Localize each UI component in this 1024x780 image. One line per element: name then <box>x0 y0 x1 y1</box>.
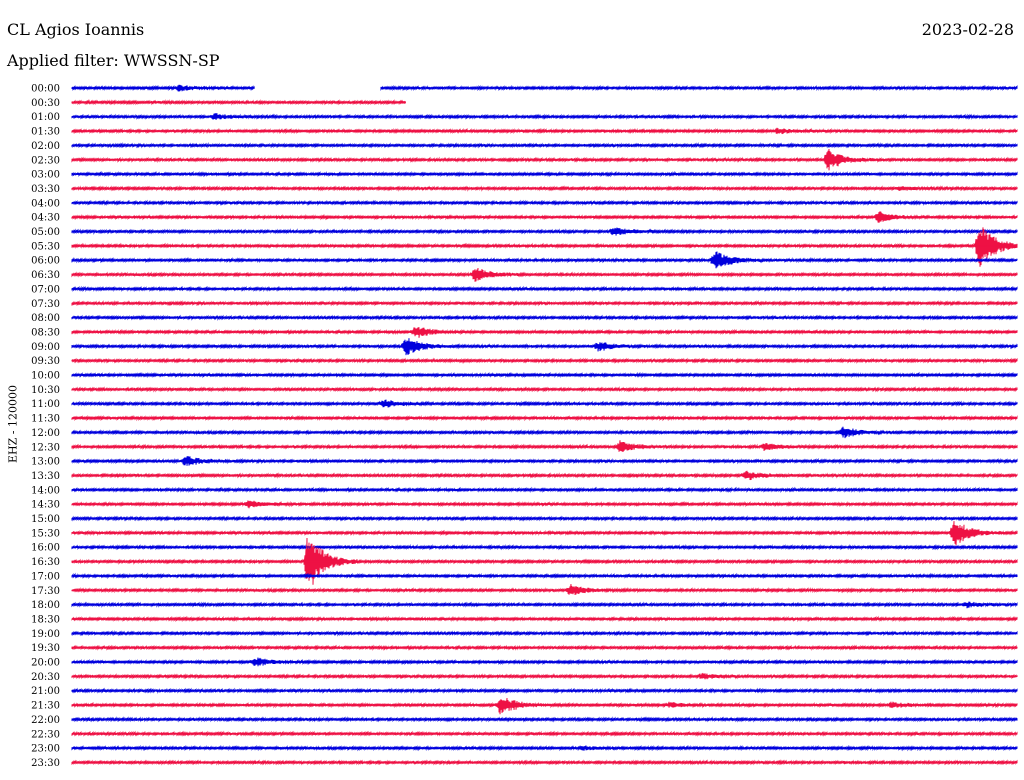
tick-label: 01:30 <box>31 127 60 138</box>
tick-label: 10:30 <box>31 385 60 396</box>
filter-label: Applied filter: WWSSN-SP <box>7 51 220 70</box>
tick-label: 15:00 <box>31 514 60 525</box>
tick-label: 20:00 <box>31 658 60 669</box>
tick-label: 06:00 <box>31 256 60 267</box>
tick-label: 00:30 <box>31 98 60 109</box>
tick-label: 00:00 <box>31 84 60 95</box>
tick-label: 19:00 <box>31 629 60 640</box>
tick-label: 09:00 <box>31 342 60 353</box>
date-label: 2023-02-28 <box>921 20 1014 39</box>
tick-label: 04:00 <box>31 198 60 209</box>
tick-label: 16:30 <box>31 557 60 568</box>
tick-label: 21:00 <box>31 686 60 697</box>
tick-label: 15:30 <box>31 528 60 539</box>
tick-label: 17:00 <box>31 571 60 582</box>
tick-label: 20:30 <box>31 672 60 683</box>
tick-label: 22:30 <box>31 729 60 740</box>
tick-label: 18:30 <box>31 614 60 625</box>
tick-label: 17:30 <box>31 586 60 597</box>
tick-label: 02:30 <box>31 155 60 166</box>
tick-label: 08:30 <box>31 327 60 338</box>
tick-label: 23:00 <box>31 744 60 755</box>
tick-label: 01:00 <box>31 112 60 123</box>
trace-row <box>71 697 1018 715</box>
tick-label: 05:30 <box>31 241 60 252</box>
tick-label: 22:00 <box>31 715 60 726</box>
tick-label: 07:00 <box>31 284 60 295</box>
tick-label: 13:00 <box>31 457 60 468</box>
tick-label: 23:30 <box>31 758 60 769</box>
tick-label: 05:00 <box>31 227 60 238</box>
tick-label: 16:00 <box>31 543 60 554</box>
station-title: CL Agios Ioannis <box>7 20 145 39</box>
tick-label: 11:30 <box>31 414 60 425</box>
tick-label: 11:00 <box>31 399 60 410</box>
tick-label: 14:00 <box>31 485 60 496</box>
tick-label: 13:30 <box>31 471 60 482</box>
tick-label: 14:30 <box>31 500 60 511</box>
tick-label: 18:00 <box>31 600 60 611</box>
tick-label: 19:30 <box>31 643 60 654</box>
tick-label: 10:00 <box>31 371 60 382</box>
tick-label: 12:00 <box>31 428 60 439</box>
tick-label: 08:00 <box>31 313 60 324</box>
tick-label: 02:00 <box>31 141 60 152</box>
tick-label: 03:30 <box>31 184 60 195</box>
tick-label: 03:00 <box>31 170 60 181</box>
tick-label: 09:30 <box>31 356 60 367</box>
tick-label: 04:30 <box>31 213 60 224</box>
tick-label: 21:30 <box>31 701 60 712</box>
tick-label: 12:30 <box>31 442 60 453</box>
tick-label: 06:30 <box>31 270 60 281</box>
tick-label: 07:30 <box>31 299 60 310</box>
